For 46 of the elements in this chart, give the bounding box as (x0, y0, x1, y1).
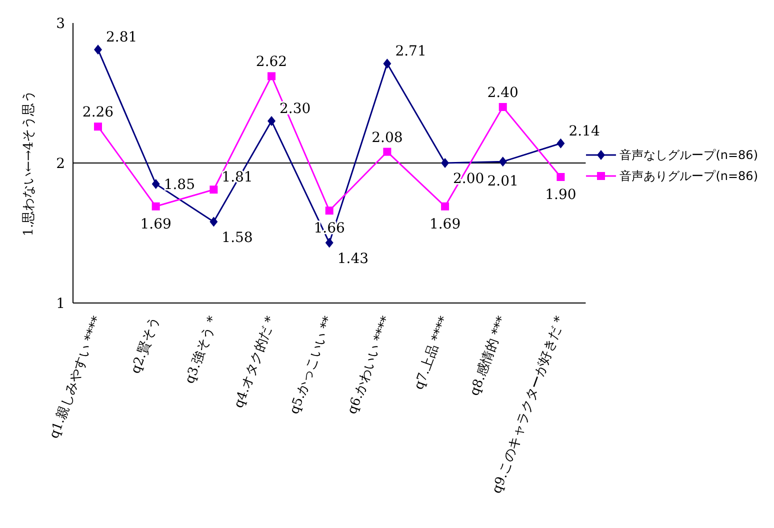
legend-label: 音声なしグループ(n=86) (620, 146, 758, 164)
point (556, 173, 565, 181)
point (498, 103, 507, 111)
data-label: 1.43 (337, 250, 369, 267)
x-tick-label: q8.感情的 *** (467, 314, 510, 398)
x-tick-label: q3.強そう * (182, 314, 221, 386)
legend-label: 音声ありグループ(n=86) (620, 168, 758, 184)
data-label: 2.26 (82, 104, 114, 121)
y-tick-label: 1 (56, 296, 65, 312)
data-label: 2.01 (487, 174, 518, 190)
data-label: 1.69 (429, 216, 461, 232)
point (325, 238, 334, 248)
point (441, 158, 450, 168)
data-label: 2.08 (372, 130, 403, 146)
y-axis-title: 1.思わない←→4そう思う (22, 90, 37, 236)
point (268, 72, 276, 80)
point (210, 186, 218, 194)
point (94, 44, 102, 55)
data-label: 2.62 (256, 54, 288, 70)
data-label: 1.69 (140, 216, 172, 232)
data-label: 1.90 (545, 187, 576, 203)
data-label: 2.81 (106, 30, 138, 46)
point (210, 216, 218, 227)
data-label: 2.71 (395, 44, 426, 60)
data-label: 1.85 (164, 177, 196, 193)
x-tick-label: q2.賢そう (128, 314, 163, 376)
point (556, 138, 565, 148)
point (325, 206, 334, 215)
point (383, 148, 392, 156)
point (498, 156, 507, 167)
point (441, 202, 450, 210)
y-tick-label: 3 (56, 16, 65, 32)
x-tick-label: q5.かっこいい ** (287, 314, 337, 416)
point (94, 122, 102, 131)
x-tick-label: q1.親しみやすい **** (46, 314, 106, 441)
x-tick-label: q6.かわいい **** (344, 314, 394, 416)
point (152, 179, 160, 189)
point (383, 58, 392, 69)
point (268, 116, 276, 126)
y-tick-label: 2 (56, 156, 65, 172)
point (152, 202, 160, 210)
data-label: 2.14 (568, 123, 600, 140)
x-tick-label: q7.上品 **** (412, 314, 452, 392)
data-label: 1.58 (222, 230, 253, 246)
x-tick-label: q4.オタク的だ * (232, 314, 279, 410)
data-label: 2.40 (487, 85, 518, 101)
